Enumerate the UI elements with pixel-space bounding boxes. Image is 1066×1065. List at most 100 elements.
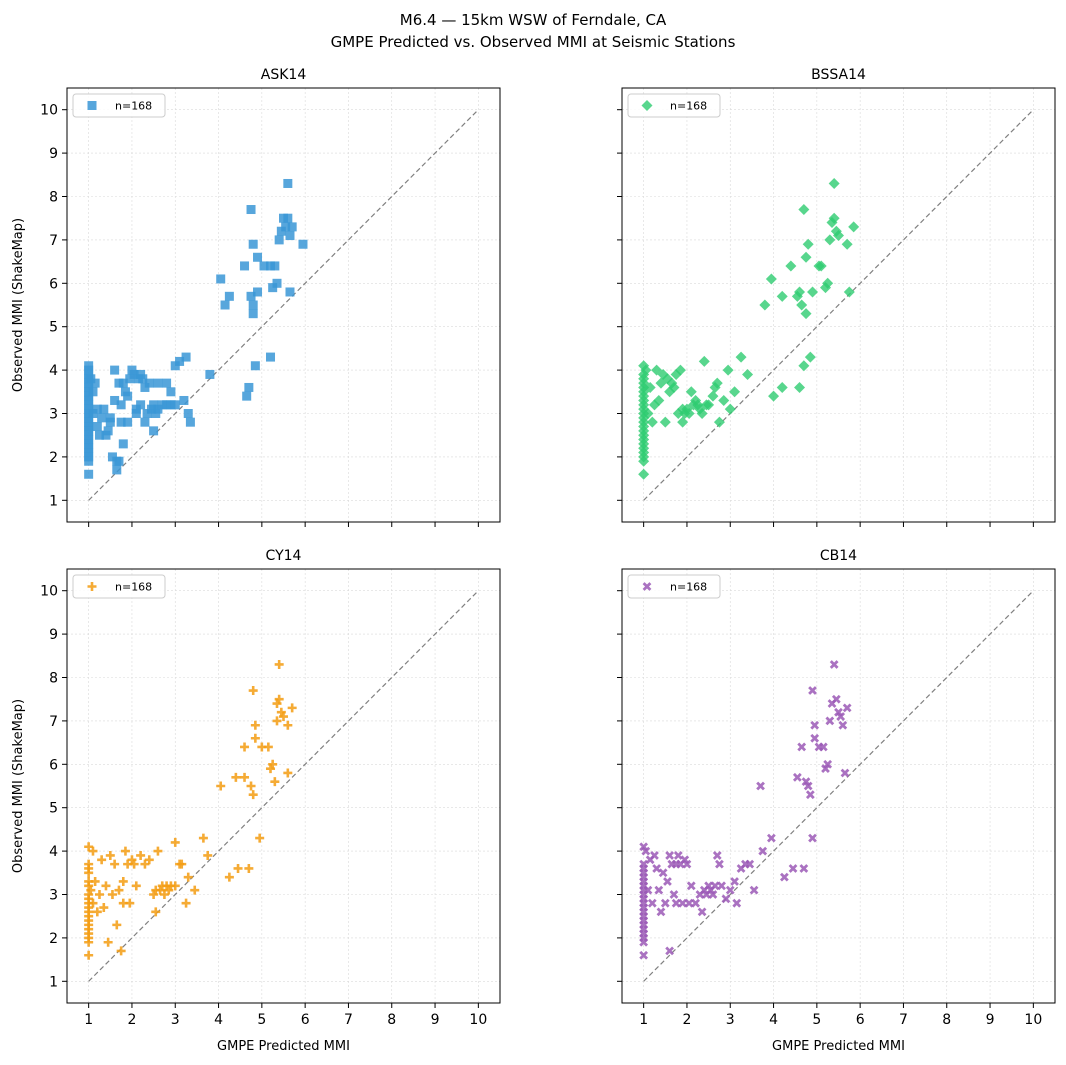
data-point — [162, 378, 172, 388]
data-point — [843, 286, 855, 298]
y-tick-label: 2 — [49, 450, 58, 466]
data-point — [88, 387, 98, 397]
x-tick-label: 5 — [812, 1012, 821, 1028]
data-point — [722, 364, 734, 376]
data-point — [198, 833, 208, 843]
x-axis-label: GMPE Predicted MMI — [217, 1039, 350, 1054]
legend: n=168 — [72, 93, 166, 118]
legend-label: n=168 — [670, 100, 707, 113]
data-point — [255, 833, 265, 843]
data-point — [640, 364, 652, 376]
data-point — [713, 416, 725, 428]
data-point — [285, 287, 295, 297]
data-point — [818, 742, 828, 752]
data-point — [274, 235, 284, 245]
panel-title: ASK14 — [261, 67, 307, 83]
data-point — [84, 881, 94, 891]
data-point — [153, 846, 163, 856]
data-point — [807, 286, 819, 298]
data-point — [658, 868, 668, 878]
data-point — [103, 426, 113, 436]
data-point — [756, 781, 765, 791]
data-point — [123, 391, 133, 401]
data-point — [110, 365, 120, 375]
data-point — [240, 742, 250, 752]
y-tick-label: 1 — [49, 493, 58, 509]
one-to-one-line — [88, 590, 479, 982]
y-tick-label: 5 — [49, 801, 58, 817]
data-point — [84, 469, 94, 479]
data-point — [175, 356, 185, 366]
data-point — [270, 261, 280, 271]
y-tick-label: 6 — [49, 276, 58, 292]
data-point — [140, 859, 150, 869]
data-point — [808, 686, 817, 695]
legend-marker — [642, 582, 652, 591]
data-point — [99, 903, 109, 913]
data-point — [253, 287, 263, 297]
data-point — [112, 920, 122, 930]
data-point — [170, 837, 180, 847]
data-point — [116, 946, 126, 956]
data-point — [715, 859, 724, 869]
data-point — [674, 364, 686, 376]
data-point — [246, 205, 256, 215]
data-point — [712, 851, 722, 860]
data-point — [671, 898, 681, 908]
data-point — [683, 408, 695, 419]
data-point — [800, 251, 812, 263]
data-point — [136, 400, 146, 410]
y-tick-label: 4 — [49, 844, 58, 860]
y-tick-label: 3 — [49, 407, 58, 423]
data-point — [703, 399, 715, 411]
data-point — [92, 404, 102, 414]
data-point — [94, 890, 104, 899]
y-tick-label: 2 — [49, 931, 58, 947]
y-tick-label: 8 — [49, 190, 58, 206]
data-point — [216, 274, 226, 284]
scatter-points — [638, 177, 860, 480]
data-point — [283, 768, 293, 778]
data-point — [270, 777, 280, 787]
data-point — [90, 378, 100, 388]
legend-marker — [87, 582, 97, 591]
x-tick-label: 4 — [214, 1012, 223, 1028]
legend: n=168 — [627, 574, 721, 599]
one-to-one-line — [88, 109, 479, 501]
data-point — [801, 777, 811, 787]
data-point — [653, 394, 665, 406]
data-point — [656, 907, 666, 917]
data-point — [840, 768, 850, 778]
data-point — [724, 403, 736, 415]
legend: n=168 — [627, 93, 721, 118]
data-point — [765, 273, 777, 285]
data-point — [668, 381, 680, 393]
x-tick-label: 1 — [639, 1012, 648, 1028]
data-point — [644, 381, 656, 393]
data-point — [170, 881, 180, 891]
data-point — [283, 213, 293, 223]
data-point — [86, 885, 96, 895]
data-point — [220, 300, 230, 310]
data-point — [735, 351, 747, 363]
data-point — [829, 660, 839, 669]
data-point — [84, 950, 94, 960]
data-point — [272, 716, 282, 726]
data-point — [665, 851, 675, 860]
data-point — [824, 234, 836, 246]
data-point — [710, 881, 720, 891]
data-point — [696, 408, 708, 419]
data-point — [101, 881, 111, 891]
data-point — [151, 907, 161, 917]
data-point — [732, 898, 742, 908]
data-point — [250, 720, 260, 730]
data-point — [224, 291, 234, 301]
data-point — [131, 409, 141, 418]
data-point — [776, 290, 788, 302]
data-point — [248, 686, 258, 696]
data-point — [711, 377, 723, 389]
data-point — [233, 863, 243, 873]
data-point — [268, 759, 278, 769]
data-point — [287, 222, 297, 232]
